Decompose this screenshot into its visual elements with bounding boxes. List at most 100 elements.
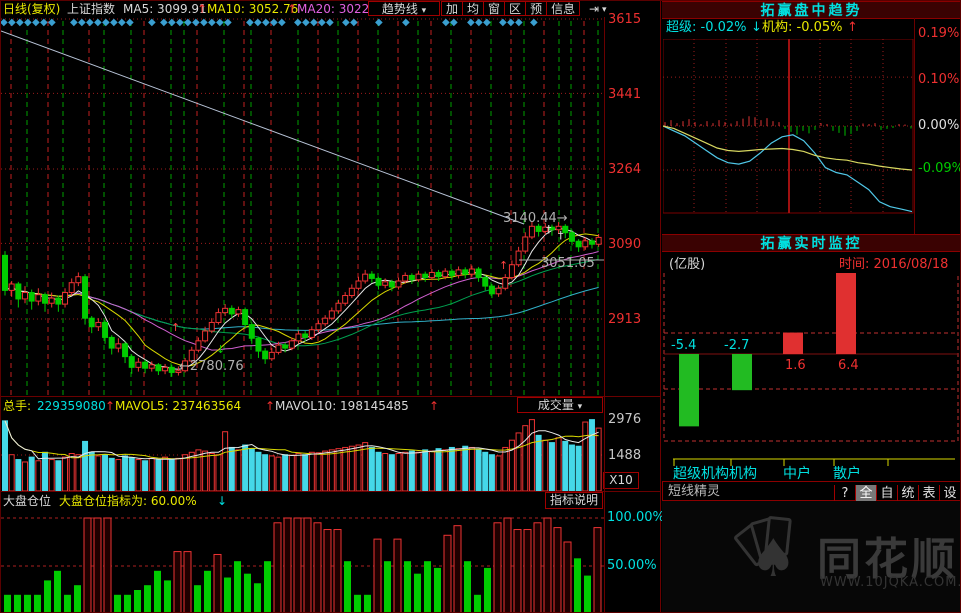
- svg-text:↑: ↑: [171, 321, 180, 334]
- signal-diamond-icon: ◆: [0, 17, 8, 28]
- toolbar-button-设[interactable]: 设: [939, 485, 960, 503]
- chevron-down-icon: ▾: [421, 6, 427, 16]
- y-axis-label: 0.00%: [918, 118, 960, 133]
- signal-diamond-icon: ◆: [530, 17, 538, 28]
- header-buttons: 加均窗区预信息: [441, 1, 581, 16]
- header-button-均[interactable]: 均: [463, 1, 485, 16]
- toolbar-button-表[interactable]: 表: [918, 485, 939, 503]
- monitor-panel-title: 拓赢实时监控: [662, 234, 960, 252]
- signal-diamond-icon: ◆: [184, 17, 192, 28]
- header-button-区[interactable]: 区: [505, 1, 527, 16]
- jump-end-icon[interactable]: ⇥: [589, 2, 600, 16]
- header-button-预[interactable]: 预: [526, 1, 548, 16]
- annotation-low: ←2780.76: [179, 359, 244, 374]
- legend-super-arrow: ↓: [751, 20, 762, 35]
- ma10-value: MA10: 3052.76: [207, 2, 299, 16]
- y-axis-label: 2976: [608, 412, 642, 427]
- signal-diamond-icon: ◆: [310, 17, 318, 28]
- period-label[interactable]: 日线(复权): [3, 2, 61, 16]
- header-button-信息[interactable]: 信息: [547, 1, 581, 16]
- signal-diamond-icon: ◆: [442, 17, 450, 28]
- signal-diamond-icon: ◆: [342, 17, 350, 28]
- annotation-high: 3140.44→: [503, 211, 568, 226]
- y-axis-label: 3615: [608, 12, 642, 27]
- trendline-dropdown[interactable]: 趋势线 ▾: [368, 1, 440, 16]
- toolbar-button-全[interactable]: 全: [855, 485, 876, 503]
- y-axis-label: 3441: [608, 87, 642, 102]
- signal-diamond-icon: ◆: [246, 17, 254, 28]
- axis-divider: [604, 17, 605, 612]
- signal-diamond-icon: ◆: [515, 17, 523, 28]
- position-indicator-value: 大盘仓位指标为: 60.00%: [59, 494, 197, 508]
- svg-text:散户: 散户: [833, 465, 861, 481]
- symbol-label[interactable]: 上证指数: [67, 2, 116, 16]
- trend-legend: 超级: -0.02% ↓ 机构: -0.05% ↑: [662, 20, 912, 38]
- signal-diamond-icon: ◆: [110, 17, 118, 28]
- signal-diamond-icon: ◆: [254, 17, 262, 28]
- legend-inst-arrow: ↑: [847, 20, 858, 35]
- y-axis-label: 1488: [608, 448, 642, 463]
- ma5-up-arrow: ↑: [197, 2, 208, 16]
- header-button-窗[interactable]: 窗: [484, 1, 506, 16]
- ma10-up-arrow: ↑: [287, 2, 298, 16]
- shortline-label: 短线精灵: [668, 484, 721, 499]
- svg-text:†: †: [558, 229, 564, 242]
- svg-text:1.6: 1.6: [785, 358, 806, 373]
- signal-diamond-icon: ◆: [326, 17, 334, 28]
- monitor-unit-label: (亿股): [669, 257, 706, 272]
- signal-diamond-icon: ◆: [483, 17, 491, 28]
- vol-up-arrow-2: ↑: [265, 399, 276, 413]
- indicator-info-button[interactable]: 指标说明: [545, 492, 603, 509]
- monitor-bar-chart[interactable]: -5.4 -2.7 1.6 6.4 超级机构 机构 中户 散户: [663, 273, 961, 481]
- signal-diamond-icon: ◆: [224, 17, 232, 28]
- signal-diamond-icon: ◆: [78, 17, 86, 28]
- brand-logo-text: 同花顺: [817, 534, 958, 585]
- signal-diamond-icon: ◆: [160, 17, 168, 28]
- signal-diamond-icon: ◆: [507, 17, 515, 28]
- signal-diamond-icon: ◆: [148, 17, 156, 28]
- ma20-value: MA20: 3022: [297, 2, 370, 16]
- zongshou-value: 229359080: [37, 399, 106, 413]
- header-button-加[interactable]: 加: [441, 1, 464, 16]
- toolbar-button-自[interactable]: 自: [876, 485, 897, 503]
- signal-diamond-icon: ◆: [70, 17, 78, 28]
- signal-diamond-icon: ◆: [48, 17, 56, 28]
- svg-text:-5.4: -5.4: [671, 338, 696, 353]
- position-down-arrow: ↓: [217, 494, 228, 508]
- signal-diamond-icon: ◆: [270, 17, 278, 28]
- position-chart[interactable]: [1, 509, 604, 613]
- y-axis-label: 3090: [608, 237, 642, 252]
- signal-diamond-icon: ◆: [467, 17, 475, 28]
- y-axis-label: 50.00%: [607, 558, 657, 573]
- signal-diamond-icon: ◆: [32, 17, 40, 28]
- volume-indicator-dropdown[interactable]: 成交量 ▾: [517, 397, 603, 413]
- signal-diamond-icon: ◆: [318, 17, 326, 28]
- trend-axis-divider: [914, 18, 915, 234]
- signal-diamond-icon: ◆: [294, 17, 302, 28]
- toolbar-button-?[interactable]: ?: [834, 485, 855, 503]
- signal-diamond-icon: ◆: [278, 17, 286, 28]
- y-axis-label: 3264: [608, 162, 642, 177]
- main-kline-chart[interactable]: ↑ ↓ ↑ † †: [1, 17, 604, 396]
- signal-diamond-icon: ◆: [262, 17, 270, 28]
- y-axis-label: 0.10%: [918, 72, 960, 87]
- signal-diamond-icon: ◆: [375, 17, 383, 28]
- svg-text:超级机构: 超级机构: [673, 466, 729, 481]
- position-header: 大盘仓位 大盘仓位指标为: 60.00% ↓ 指标说明: [1, 491, 661, 509]
- y-axis-label: 2913: [608, 312, 642, 327]
- signal-diamond-icon: ◆: [475, 17, 483, 28]
- svg-text:-2.7: -2.7: [724, 338, 749, 353]
- signal-diamond-icon: ◆: [126, 17, 134, 28]
- toolbar-button-统[interactable]: 统: [897, 485, 918, 503]
- signal-diamond-icon: ◆: [168, 17, 176, 28]
- svg-text:↑: ↑: [499, 259, 508, 272]
- intraday-trend-chart[interactable]: [663, 39, 914, 214]
- mavol10-value: MAVOL10: 198145485: [275, 399, 409, 413]
- signal-diamond-icon: ◆: [302, 17, 310, 28]
- signal-diamond-icon: ◆: [118, 17, 126, 28]
- volume-chart[interactable]: [1, 413, 604, 491]
- header-more-icon[interactable]: ▾: [602, 5, 607, 15]
- y-axis-label: -0.09%: [918, 161, 961, 176]
- svg-text:†: †: [546, 223, 552, 236]
